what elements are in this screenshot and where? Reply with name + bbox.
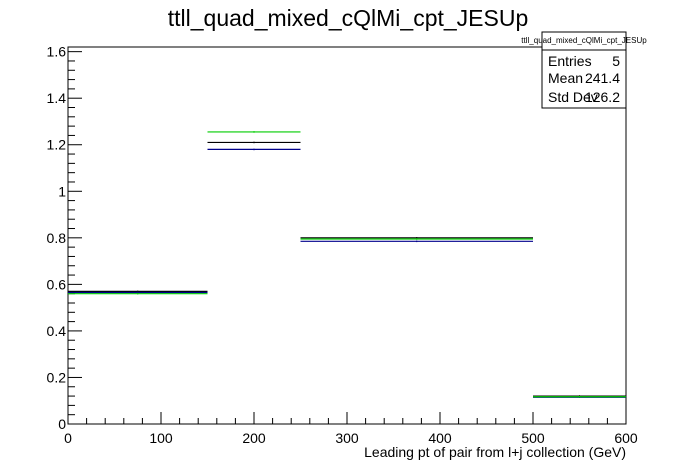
x-axis-label: Leading pt of pair from l+j collection (… [364, 444, 626, 460]
series-1 [68, 148, 626, 399]
y-tick-label: 1.6 [47, 44, 67, 60]
stats-value-entries: 5 [612, 53, 620, 69]
stats-label-stddev: Std Dev [548, 89, 598, 105]
x-tick-label: 0 [64, 430, 72, 446]
y-tick-label: 0.6 [47, 276, 67, 292]
y-tick-label: 0 [58, 416, 66, 432]
x-tick-label: 400 [428, 430, 452, 446]
y-tick-label: 1.4 [47, 90, 67, 106]
y-tick-label: 0.2 [47, 369, 67, 385]
y-tick-label: 1.2 [47, 137, 67, 153]
x-tick-label: 500 [521, 430, 545, 446]
y-tick-label: 1 [58, 183, 66, 199]
x-tick-label: 200 [242, 430, 266, 446]
x-tick-label: 300 [335, 430, 359, 446]
series-2 [68, 131, 626, 398]
y-tick-label: 0.4 [47, 323, 67, 339]
x-tick-label: 600 [614, 430, 638, 446]
stats-value-mean: 241.4 [585, 70, 620, 86]
x-tick-label: 100 [149, 430, 173, 446]
stats-box-frame [541, 31, 627, 109]
stats-label-mean: Mean [548, 70, 583, 86]
y-tick-label: 0.8 [47, 230, 67, 246]
chart-title: ttll_quad_mixed_cQlMi_cpt_JESUp [168, 5, 529, 31]
series-0 [68, 141, 626, 397]
stats-label-entries: Entries [548, 53, 592, 69]
stats-box: ttll_quad_mixed_cQlMi_cpt_JESUp Entries … [521, 31, 647, 109]
stats-value-stddev: 126.2 [585, 89, 620, 105]
stats-box-title: ttll_quad_mixed_cQlMi_cpt_JESUp [521, 36, 647, 45]
